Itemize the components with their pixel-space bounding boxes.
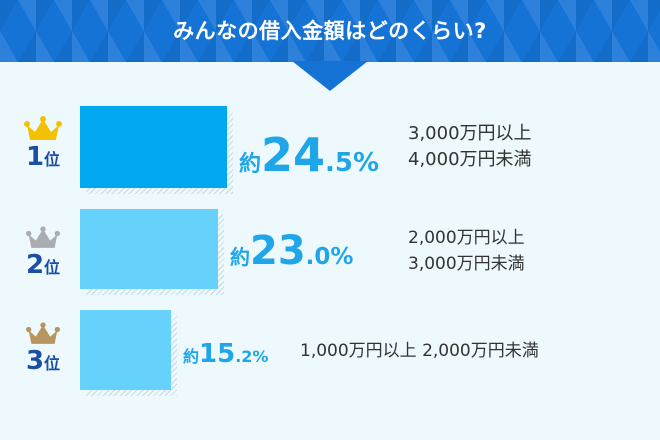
rank-1-suffix: 位: [44, 150, 61, 169]
rank-3: 3位: [18, 322, 68, 374]
value-label-2: 約23.0%: [230, 228, 353, 274]
silver-crown-icon: [26, 226, 60, 248]
rank-1: 1位: [18, 116, 68, 170]
rank-2: 2位: [18, 226, 68, 278]
value-label-1-int: 24: [261, 128, 326, 182]
category-label-3: 1,000万円以上 2,000万円未満: [300, 338, 539, 364]
bronze-crown-icon: [26, 322, 60, 344]
value-label-1-unit: %: [353, 148, 380, 178]
value-label-1: 約24.5%: [239, 128, 379, 182]
category-label-1-line-1: 3,000万円以上: [408, 123, 532, 144]
value-label-3-prefix: 約: [183, 347, 200, 366]
category-label-2-line-2: 3,000万円未満: [408, 254, 525, 274]
value-label-3-dec: .2: [235, 347, 253, 366]
gold-crown-icon: [24, 116, 62, 140]
value-label-2-dec: .0: [305, 244, 331, 270]
value-label-1-prefix: 約: [239, 152, 262, 177]
value-label-2-int: 23: [250, 228, 306, 274]
value-label-1-dec: .5: [325, 148, 353, 178]
header-notch: [292, 61, 368, 91]
category-label-3-line-1: 1,000万円以上 2,000万円未満: [300, 341, 539, 361]
rank-3-number: 3: [25, 346, 45, 376]
header-banner: [0, 0, 660, 62]
bar-rank-2: [80, 209, 218, 289]
value-label-3: 約15.2%: [183, 339, 268, 369]
bar-rank-1: [80, 106, 227, 188]
category-label-1-line-2: 4,000万円未満: [408, 149, 532, 170]
category-label-1: 3,000万円以上 4,000万円未満: [408, 121, 532, 173]
rank-2-number: 2: [25, 250, 45, 280]
rank-3-suffix: 位: [44, 354, 61, 373]
value-label-2-unit: %: [330, 244, 354, 270]
rank-1-number: 1: [25, 142, 45, 172]
value-label-2-prefix: 約: [230, 245, 250, 269]
value-label-3-int: 15: [199, 339, 236, 369]
category-label-2: 2,000万円以上 3,000万円未満: [408, 225, 525, 277]
bar-rank-3: [80, 310, 171, 390]
rank-2-suffix: 位: [44, 258, 61, 277]
value-label-3-unit: %: [252, 347, 269, 366]
category-label-2-line-1: 2,000万円以上: [408, 228, 525, 248]
chart-title: みんなの借入金額はどのくらい?: [173, 19, 487, 43]
